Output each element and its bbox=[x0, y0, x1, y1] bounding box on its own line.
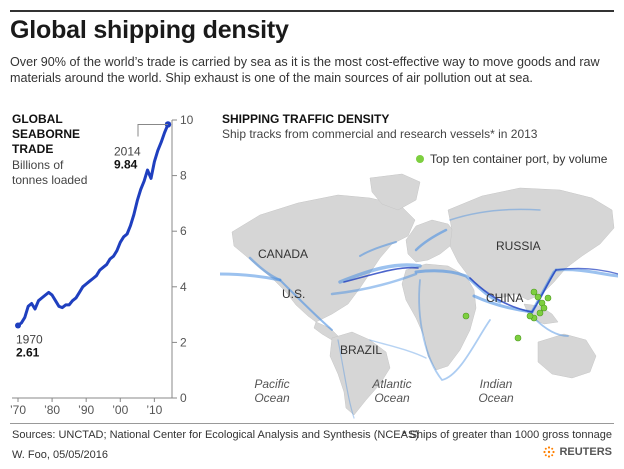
port-shanghai bbox=[540, 304, 548, 312]
bottom-rule bbox=[10, 423, 614, 424]
seaborne-trade-line bbox=[17, 123, 170, 327]
line-chart-axis bbox=[12, 120, 173, 399]
top-rule bbox=[10, 10, 614, 12]
y-tick-label: 10 bbox=[180, 113, 194, 127]
x-tick-label: ’80 bbox=[44, 403, 60, 417]
end-value-label: 9.84 bbox=[114, 157, 138, 171]
track-dense-asia bbox=[469, 269, 557, 313]
port-singapore bbox=[514, 334, 522, 342]
sources: Sources: UNCTAD; National Center for Eco… bbox=[12, 429, 419, 441]
container-ports bbox=[462, 288, 552, 342]
track-transatlantic bbox=[338, 263, 422, 284]
track-north-sea bbox=[414, 228, 448, 252]
label-china: CHINA bbox=[486, 291, 523, 305]
x-tick-label: ’00 bbox=[112, 403, 128, 417]
label-russia: RUSSIA bbox=[496, 239, 541, 253]
ocean-labels: Pacific Ocean Atlantic Ocean Indian Ocea… bbox=[254, 377, 514, 405]
port-busan bbox=[544, 294, 552, 302]
page-title: Global shipping density bbox=[10, 16, 289, 44]
greenland-land bbox=[369, 173, 421, 211]
label-us: U.S. bbox=[282, 287, 305, 301]
footnote: * Ships of greater than 1000 gross tonna… bbox=[402, 429, 612, 441]
track-south-atlantic bbox=[369, 339, 427, 359]
port-dubai bbox=[462, 312, 470, 320]
north-america-land bbox=[231, 194, 416, 323]
y-tick-label: 4 bbox=[180, 280, 187, 294]
line-chart-title: GLOBAL SEABORNE TRADE bbox=[12, 112, 81, 157]
track-great-lakes bbox=[359, 241, 397, 257]
port-dalian bbox=[530, 288, 538, 296]
port-ningbo bbox=[536, 309, 544, 317]
reuters-dots-icon bbox=[543, 446, 556, 458]
line-chart-ticks: 0 2 4 6 8 10 ’70 ’80 ’90 ’00 ’10 bbox=[10, 113, 194, 417]
end-year-label: 2014 bbox=[114, 144, 141, 158]
asia-land bbox=[447, 187, 615, 301]
label-pacific-line1: Pacific bbox=[254, 377, 289, 391]
line-chart-series bbox=[17, 123, 170, 327]
africa-land bbox=[401, 263, 477, 371]
track-mediterranean-suez bbox=[414, 269, 502, 304]
y-tick-label: 0 bbox=[180, 391, 187, 405]
australia-land bbox=[537, 333, 597, 379]
track-australia bbox=[533, 317, 569, 337]
start-year-label: 1970 bbox=[16, 332, 43, 346]
track-us-west-coast bbox=[248, 256, 282, 282]
track-dense-atlantic bbox=[343, 266, 419, 283]
track-panama bbox=[279, 279, 333, 331]
label-indian-line1: Indian bbox=[480, 377, 513, 391]
landmasses bbox=[231, 173, 615, 416]
reuters-wordmark: REUTERS bbox=[559, 446, 612, 458]
track-dense-pacific bbox=[555, 267, 618, 275]
map-legend-label: Top ten container port, by volume bbox=[430, 152, 608, 166]
map-title: SHIPPING TRAFFIC DENSITY bbox=[222, 112, 390, 126]
line-chart-title-text: GLOBAL SEABORNE TRADE bbox=[12, 112, 81, 156]
port-hong-kong bbox=[526, 312, 534, 320]
europe-land bbox=[405, 219, 457, 263]
intro-text: Over 90% of the world’s trade is carried… bbox=[10, 55, 600, 85]
label-atlantic-line2: Ocean bbox=[374, 391, 410, 405]
line-chart-subtitle: Billions of tonnes loaded bbox=[12, 158, 88, 187]
y-tick-label: 2 bbox=[180, 335, 187, 349]
reuters-logo: REUTERS bbox=[543, 446, 612, 458]
label-pacific-line2: Ocean bbox=[254, 391, 290, 405]
end-leader-line bbox=[137, 123, 168, 137]
label-indian-line2: Ocean bbox=[478, 391, 514, 405]
y-tick-label: 6 bbox=[180, 224, 187, 238]
map-labels: CANADA U.S. BRAZIL RUSSIA CHINA bbox=[258, 239, 541, 357]
track-transpacific-north bbox=[554, 268, 618, 278]
track-arctic bbox=[449, 208, 541, 221]
x-tick-label: ’10 bbox=[146, 403, 162, 417]
map-subtitle: Ship tracks from commercial and research… bbox=[222, 127, 538, 141]
start-value-label: 2.61 bbox=[16, 345, 40, 359]
track-transatlantic-south bbox=[330, 272, 418, 296]
track-cape-horn bbox=[337, 339, 355, 419]
track-cape-route bbox=[418, 279, 491, 382]
container-port-legend-icon bbox=[416, 155, 424, 163]
y-tick-label: 8 bbox=[180, 169, 187, 183]
map-legend: Top ten container port, by volume bbox=[416, 152, 607, 166]
world-map: CANADA U.S. BRAZIL RUSSIA CHINA Pacific … bbox=[220, 173, 618, 419]
port-tianjin bbox=[534, 293, 542, 301]
label-atlantic-line1: Atlantic bbox=[371, 377, 411, 391]
shipping-tracks bbox=[220, 208, 618, 419]
label-canada: CANADA bbox=[258, 247, 308, 261]
start-point-marker bbox=[15, 322, 21, 329]
label-brazil: BRAZIL bbox=[340, 343, 382, 357]
x-tick-label: ’70 bbox=[10, 403, 26, 417]
south-america-land bbox=[329, 331, 391, 416]
x-tick-label: ’90 bbox=[78, 403, 94, 417]
credit: W. Foo, 05/05/2016 bbox=[12, 449, 109, 461]
